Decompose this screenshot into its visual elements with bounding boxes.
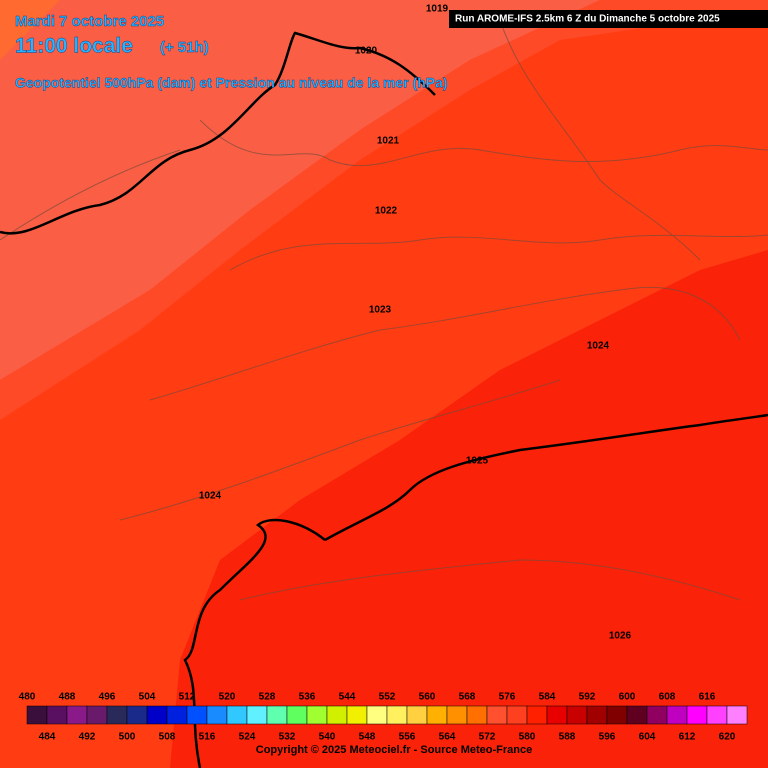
- colorbar-swatch: [686, 705, 708, 725]
- colorbar-label: 608: [659, 692, 676, 703]
- colorbar-label: 500: [119, 732, 136, 743]
- isobar-label: 1023: [369, 305, 392, 316]
- colorbar-swatch: [466, 705, 488, 725]
- colorbar-label: 620: [719, 732, 736, 743]
- colorbar-swatch: [406, 705, 428, 725]
- colorbar-swatch: [366, 705, 388, 725]
- isobar-label: 1024: [199, 491, 222, 502]
- colorbar-label: 592: [579, 692, 596, 703]
- colorbar-label: 536: [299, 692, 316, 703]
- run-info: Run AROME-IFS 2.5km 6 Z du Dimanche 5 oc…: [455, 14, 720, 25]
- copyright: Copyright © 2025 Meteociel.fr - Source M…: [256, 744, 532, 756]
- colorbar-label: 572: [479, 732, 496, 743]
- colorbar-label: 548: [359, 732, 376, 743]
- colorbar-label: 600: [619, 692, 636, 703]
- colorbar-label: 496: [99, 692, 116, 703]
- colorbar-swatch: [46, 705, 68, 725]
- colorbar-label: 512: [179, 692, 196, 703]
- colorbar-label: 488: [59, 692, 76, 703]
- isobar-label: 1026: [609, 631, 632, 642]
- colorbar-label: 524: [239, 732, 256, 743]
- colorbar-swatch: [306, 705, 328, 725]
- map-title: Geopotentiel 500hPa (dam) et Pression au…: [15, 75, 448, 91]
- colorbar-swatch: [166, 705, 188, 725]
- colorbar-label: 516: [199, 732, 216, 743]
- colorbar-swatch: [146, 705, 168, 725]
- colorbar-label: 528: [259, 692, 276, 703]
- run-banner: [449, 10, 768, 28]
- colorbar-label: 544: [339, 692, 356, 703]
- colorbar-label: 564: [439, 732, 456, 743]
- colorbar-label: 596: [599, 732, 616, 743]
- colorbar-swatch: [486, 705, 508, 725]
- colorbar-swatch: [646, 705, 668, 725]
- colorbar-swatch: [266, 705, 288, 725]
- colorbar-label: 556: [399, 732, 416, 743]
- date: Mardi 7 octobre 2025: [15, 13, 164, 30]
- colorbar-label: 520: [219, 692, 236, 703]
- colorbar-swatch: [86, 705, 108, 725]
- colorbar-label: 568: [459, 692, 476, 703]
- colorbar-label: 480: [19, 692, 36, 703]
- colorbar-swatch: [286, 705, 308, 725]
- colorbar-swatch: [386, 705, 408, 725]
- colorbar-label: 612: [679, 732, 696, 743]
- pressure-zone: [170, 250, 768, 768]
- colorbar-label: 604: [639, 732, 656, 743]
- colorbar-swatch: [106, 705, 128, 725]
- colorbar-swatch: [66, 705, 88, 725]
- colorbar-label: 616: [699, 692, 716, 703]
- colorbar-label: 552: [379, 692, 396, 703]
- time: 11:00 locale: [15, 35, 133, 58]
- colorbar-label: 576: [499, 692, 516, 703]
- colorbar-label: 508: [159, 732, 176, 743]
- colorbar-swatch: [26, 705, 48, 725]
- colorbar-swatch: [446, 705, 468, 725]
- colorbar-label: 540: [319, 732, 336, 743]
- colorbar-label: 588: [559, 732, 576, 743]
- colorbar-swatch: [586, 705, 608, 725]
- colorbar-swatch: [206, 705, 228, 725]
- colorbar-swatch: [246, 705, 268, 725]
- colorbar-label: 560: [419, 692, 436, 703]
- colorbar-swatch: [726, 705, 748, 725]
- colorbar-swatch: [186, 705, 208, 725]
- colorbar-swatch: [126, 705, 148, 725]
- colorbar-swatch: [506, 705, 528, 725]
- isobar-label: 1025: [466, 456, 489, 467]
- colorbar-label: 492: [79, 732, 96, 743]
- isobar-label: 1024: [587, 341, 610, 352]
- lead-time: (+ 51h): [160, 39, 209, 56]
- borders: [0, 19, 768, 601]
- isobar-label: 1022: [375, 206, 398, 217]
- colorbar-swatch: [526, 705, 548, 725]
- colorbar-label: 484: [39, 732, 56, 743]
- colorbar-swatch: [426, 705, 448, 725]
- colorbar-swatch: [326, 705, 348, 725]
- colorbar-swatch: [666, 705, 688, 725]
- colorbar-swatch: [546, 705, 568, 725]
- pressure-zone: [0, 0, 60, 60]
- isobar-label: 1021: [377, 136, 400, 147]
- colorbar-swatch: [226, 705, 248, 725]
- pressure-zone: [0, 0, 600, 380]
- colorbar-swatch: [606, 705, 628, 725]
- isobar-label: 1020: [355, 46, 378, 57]
- colorbar-label: 584: [539, 692, 556, 703]
- isobar-label: 1019: [426, 4, 449, 15]
- colorbar-swatch: [566, 705, 588, 725]
- colorbar-label: 580: [519, 732, 536, 743]
- colorbar-label: 504: [139, 692, 156, 703]
- colorbar-label: 532: [279, 732, 296, 743]
- colorbar-swatch: [706, 705, 728, 725]
- colorbar-swatch: [346, 705, 368, 725]
- colorbar-swatch: [626, 705, 648, 725]
- coastline: [0, 31, 768, 768]
